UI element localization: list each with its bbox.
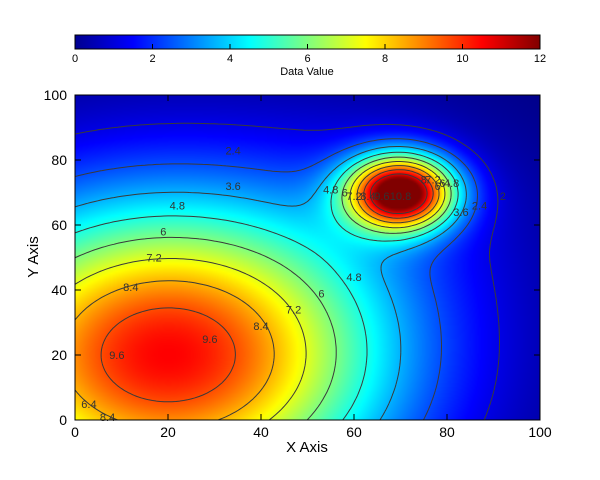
contour-lines (74, 122, 500, 421)
contour-line (74, 161, 446, 421)
y-tick-label: 0 (59, 412, 67, 428)
y-tick-label: 100 (44, 87, 68, 103)
contour-label: 2.4 (225, 145, 240, 157)
contour-label: 3.6 (225, 181, 240, 193)
contour-label: 10.8 (390, 191, 411, 203)
contour-label: 7.2 (286, 305, 301, 317)
colorbar-tick-label: 4 (227, 53, 233, 65)
colorbar-tick-label: 2 (149, 53, 155, 65)
x-tick-label: 80 (439, 424, 455, 440)
y-tick-label: 20 (51, 347, 67, 363)
contour-label: 6 (160, 227, 166, 239)
contour-line (100, 169, 434, 403)
x-tick-label: 100 (528, 424, 552, 440)
contour-label: 8.4 (100, 412, 115, 424)
colorbar-tick-label: 6 (304, 53, 310, 65)
contour-line (74, 122, 500, 421)
contour-label: 7.2 (146, 253, 161, 265)
y-axis-ticks: 0 20 40 60 80 100 (44, 87, 540, 428)
x-tick-label: 40 (253, 424, 269, 440)
contour-label: 4.8 (170, 201, 185, 213)
contour-label: 2.4 (472, 201, 487, 213)
contour-label: 8 (421, 175, 427, 187)
y-tick-label: 80 (51, 152, 67, 168)
contour-line (369, 173, 428, 214)
contour-label: 8.4 (253, 321, 268, 333)
contour-label: 8.4 (360, 191, 375, 203)
contour-label: 4.8 (323, 184, 338, 196)
contour-label: 9.6 (109, 350, 124, 362)
plot-frame (74, 94, 541, 421)
contour-label: 9.6 (202, 334, 217, 346)
x-axis-ticks: 0 20 40 60 80 100 (71, 95, 552, 440)
contour-label: 6 (439, 178, 445, 190)
contour-label: 6 (435, 181, 441, 193)
contour-line (74, 151, 459, 421)
y-axis-label: Y Axis (25, 236, 42, 277)
contour-label: 4.8 (444, 178, 459, 190)
contour-labels: 2.43.64.867.28.49.69.68.47.264.86.48.44.… (81, 145, 506, 424)
contour-line (74, 165, 440, 421)
contour-label: 4.8 (346, 272, 361, 284)
contour-label: 2 (500, 191, 506, 203)
x-tick-label: 20 (160, 424, 176, 440)
contour-line (74, 146, 467, 421)
colorbar-tick-label: 12 (534, 53, 546, 65)
contour-label: 6 (342, 188, 348, 200)
contour-label: 9.6 (374, 191, 389, 203)
contour-label: 6 (318, 288, 324, 300)
contour-label: 6.4 (81, 399, 96, 411)
colorbar: 0 2 4 6 8 10 12 Data Value (72, 34, 546, 78)
colorbar-tick-label: 8 (382, 53, 388, 65)
plot-area: 2.43.64.867.28.49.69.68.47.264.86.48.44.… (74, 94, 541, 424)
contour-label: 3.6 (453, 207, 468, 219)
x-tick-label: 60 (346, 424, 362, 440)
colorbar-ticks: 0 2 4 6 8 10 12 (72, 44, 546, 65)
contour-label: 7.2 (346, 191, 361, 203)
colorbar-tick-label: 0 (72, 53, 78, 65)
y-tick-label: 60 (51, 217, 67, 233)
heatmap-image (75, 95, 540, 420)
contour-label: 7.2 (425, 175, 440, 187)
x-axis-label: X Axis (286, 439, 328, 456)
colorbar-label: Data Value (280, 66, 334, 78)
x-tick-label: 0 (71, 424, 79, 440)
colorbar-tick-label: 10 (456, 53, 468, 65)
contour-label: 8.4 (123, 282, 138, 294)
y-tick-label: 40 (51, 282, 67, 298)
